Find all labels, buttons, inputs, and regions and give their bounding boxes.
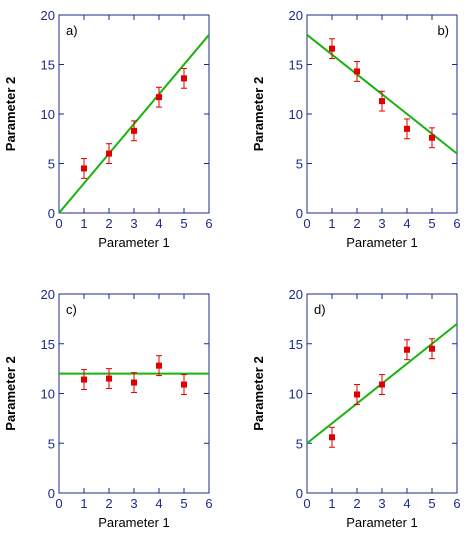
x-axis-title: Parameter 1 <box>346 235 418 250</box>
x-tick-label: 4 <box>155 216 162 231</box>
data-point <box>106 375 112 382</box>
x-tick-label: 3 <box>378 216 385 231</box>
x-tick-label: 1 <box>328 496 335 511</box>
x-tick-label: 2 <box>353 496 360 511</box>
y-tick-label: 20 <box>41 8 55 23</box>
data-point <box>329 45 335 52</box>
data-point <box>354 391 360 398</box>
panel-label: d) <box>314 302 326 317</box>
y-tick-label: 0 <box>296 486 303 501</box>
x-tick-label: 5 <box>428 216 435 231</box>
x-tick-label: 2 <box>105 496 112 511</box>
y-axis-title: Parameter 2 <box>3 77 18 151</box>
x-tick-label: 0 <box>55 496 62 511</box>
x-tick-label: 0 <box>55 216 62 231</box>
x-tick-label: 1 <box>328 216 335 231</box>
panel-1: 0 1 2 3 4 5 6 0 5 10 15 20 Parameter 1 Parameter 2 a) <box>3 8 213 250</box>
data-point <box>106 150 112 157</box>
panel-label: b) <box>437 23 449 38</box>
y-tick-label: 10 <box>289 387 303 402</box>
y-axis-title: Parameter 2 <box>3 356 18 430</box>
x-tick-label: 2 <box>105 216 112 231</box>
y-tick-label: 5 <box>296 436 303 451</box>
data-point <box>181 381 187 388</box>
panel-2: 0 1 2 3 4 5 6 0 5 10 15 20 Parameter 1 Parameter 2 b) <box>251 8 461 250</box>
y-axis-title: Parameter 2 <box>251 356 266 430</box>
x-tick-label: 1 <box>80 496 87 511</box>
data-point <box>429 134 435 141</box>
y-tick-label: 10 <box>41 107 55 122</box>
data-point <box>156 362 162 369</box>
x-tick-label: 5 <box>428 496 435 511</box>
data-point <box>181 75 187 82</box>
x-tick-label: 5 <box>180 496 187 511</box>
data-point <box>404 346 410 353</box>
x-axis-title: Parameter 1 <box>98 515 170 530</box>
data-point <box>379 381 385 388</box>
y-tick-label: 5 <box>48 436 55 451</box>
y-tick-label: 5 <box>296 157 303 172</box>
data-point <box>81 165 87 172</box>
x-tick-label: 3 <box>130 496 137 511</box>
y-tick-label: 10 <box>289 107 303 122</box>
plot-frame <box>306 14 458 214</box>
data-point <box>404 125 410 132</box>
x-tick-label: 6 <box>205 216 212 231</box>
panel-3: 0 1 2 3 4 5 6 0 5 10 15 20 Parameter 1 Parameter 2 c) <box>3 287 213 530</box>
x-tick-label: 2 <box>353 216 360 231</box>
x-tick-label: 1 <box>80 216 87 231</box>
data-point <box>131 379 137 386</box>
x-tick-label: 5 <box>180 216 187 231</box>
y-tick-label: 0 <box>48 206 55 221</box>
data-point <box>354 68 360 75</box>
x-tick-label: 6 <box>453 496 460 511</box>
panel-label: a) <box>66 23 78 38</box>
plot-frame <box>58 14 210 214</box>
x-tick-label: 6 <box>205 496 212 511</box>
y-tick-label: 10 <box>41 387 55 402</box>
y-tick-label: 15 <box>41 58 55 73</box>
plot-frame <box>58 293 210 494</box>
y-axis-title: Parameter 2 <box>251 77 266 151</box>
x-tick-label: 0 <box>303 496 310 511</box>
x-tick-label: 0 <box>303 216 310 231</box>
x-tick-label: 3 <box>130 216 137 231</box>
y-tick-label: 15 <box>289 58 303 73</box>
y-tick-label: 0 <box>296 206 303 221</box>
data-point <box>81 376 87 383</box>
y-tick-label: 20 <box>289 8 303 23</box>
data-point <box>329 434 335 441</box>
x-tick-label: 6 <box>453 216 460 231</box>
x-tick-label: 4 <box>403 496 410 511</box>
panel-label: c) <box>66 302 77 317</box>
x-axis-title: Parameter 1 <box>98 235 170 250</box>
y-tick-label: 15 <box>41 337 55 352</box>
data-point <box>131 127 137 134</box>
panel-4: 0 1 2 3 4 5 6 0 5 10 15 20 Parameter 1 Parameter 2 d) <box>251 287 461 530</box>
y-tick-label: 15 <box>289 337 303 352</box>
data-point <box>379 98 385 105</box>
x-tick-label: 4 <box>155 496 162 511</box>
data-point <box>156 94 162 101</box>
x-axis-title: Parameter 1 <box>346 515 418 530</box>
y-tick-label: 20 <box>41 287 55 302</box>
y-tick-label: 20 <box>289 287 303 302</box>
x-tick-label: 4 <box>403 216 410 231</box>
y-tick-label: 5 <box>48 157 55 172</box>
data-point <box>429 345 435 352</box>
x-tick-label: 3 <box>378 496 385 511</box>
y-tick-label: 0 <box>48 486 55 501</box>
